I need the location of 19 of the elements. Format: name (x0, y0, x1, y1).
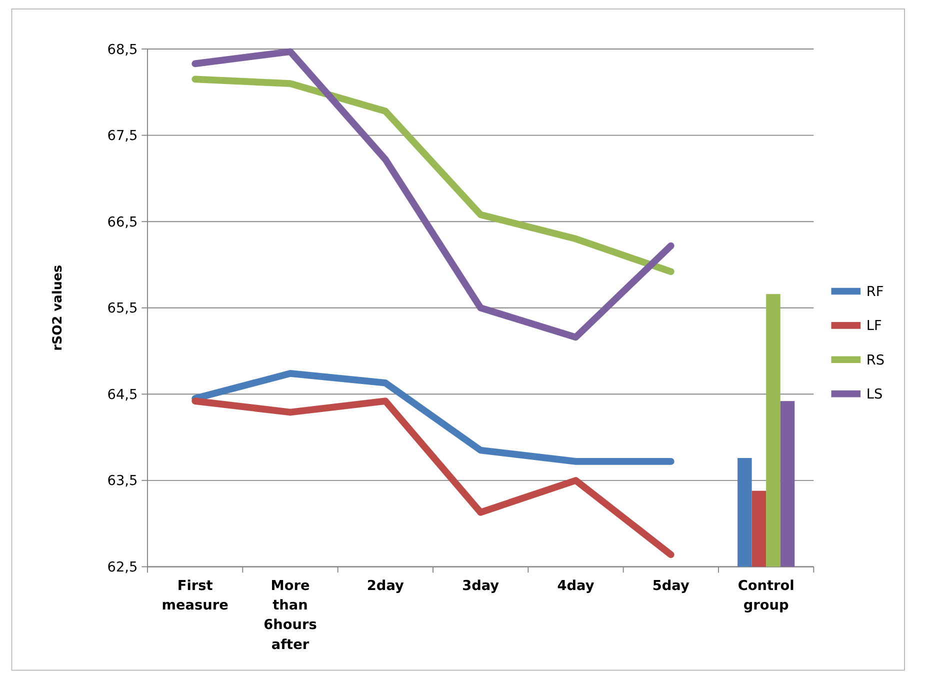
x-tick-label: 4day (557, 578, 594, 594)
y-tick-label: 65,5 (107, 300, 138, 317)
y-tick-label: 63,5 (107, 473, 138, 490)
x-tick-label: 3day (462, 578, 500, 594)
legend-label: RS (866, 352, 885, 368)
x-tick-label: More than 6hours after (264, 578, 317, 653)
x-tick-label: 2day (366, 578, 404, 594)
x-tick-label: First measure (162, 578, 228, 614)
legend-label: RF (866, 284, 884, 300)
y-tick-label: 66,5 (107, 214, 138, 230)
legend-label: LS (866, 386, 883, 403)
y-axis-title: rSO2 values (50, 264, 65, 351)
y-tick-label: 64,5 (107, 386, 138, 403)
x-tick-label: 5day (652, 578, 690, 594)
x-tick-label: Control group (738, 578, 794, 614)
y-tick-label: 68,5 (107, 42, 138, 58)
legend-label: LF (866, 318, 882, 334)
y-tick-label: 62,5 (107, 560, 138, 576)
y-tick-label: 67,5 (107, 128, 138, 144)
